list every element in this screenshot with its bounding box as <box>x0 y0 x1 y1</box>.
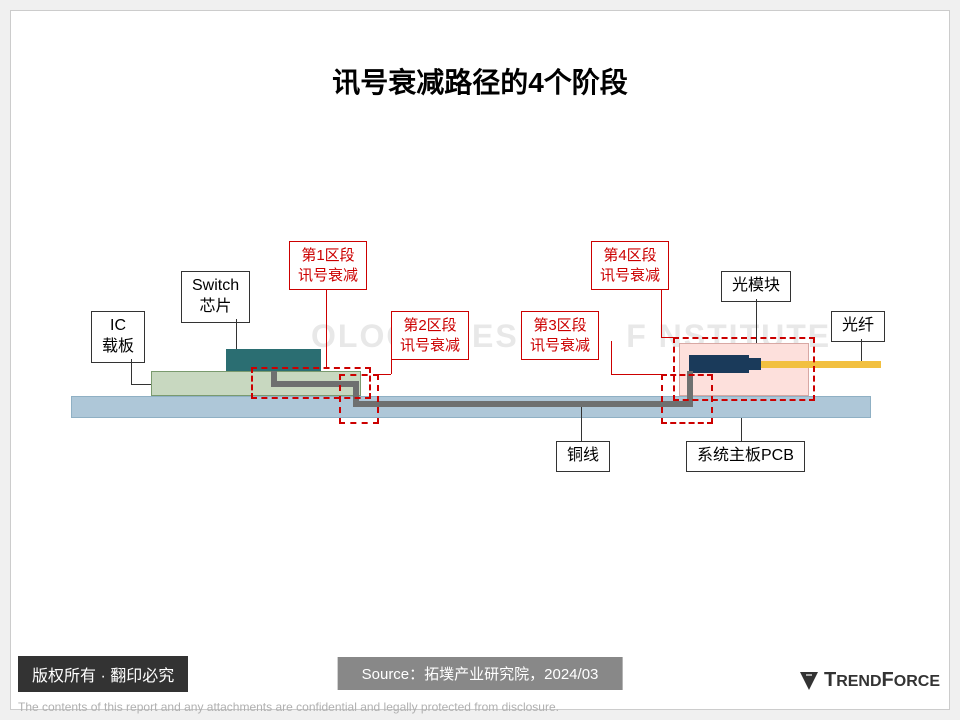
copper-label: 铜线 <box>556 441 610 472</box>
stage4-leader <box>661 289 662 337</box>
stage2-label: 第2区段 讯号衰减 <box>391 311 469 360</box>
stage1-leader <box>326 289 327 367</box>
signal-path-diagram: 第1区段 讯号衰减 第2区段 讯号衰减 第3区段 讯号衰减 第4区段 讯号衰减 … <box>71 241 891 501</box>
stage1-label: 第1区段 讯号衰减 <box>289 241 367 290</box>
fiber-leader <box>861 339 862 361</box>
switch-leader <box>236 319 237 349</box>
stage4-label: 第4区段 讯号衰减 <box>591 241 669 290</box>
copper-seg-h2 <box>353 401 693 407</box>
brand-name: TRENDFORCE <box>824 669 940 692</box>
brand-logo: TRENDFORCE <box>798 669 940 692</box>
page-title: 讯号衰减路径的4个阶段 <box>11 61 949 101</box>
source-citation: Source：拓墣产业研究院，2024/03 <box>338 657 623 690</box>
logo-mark-icon <box>798 670 820 692</box>
copyright-badge: 版权所有 · 翻印必究 <box>18 656 188 692</box>
optical-module-label: 光模块 <box>721 271 791 302</box>
switch-chip-label: Switch 芯片 <box>181 271 250 323</box>
slide-canvas: 讯号衰减路径的4个阶段 OLOGY RESEAR F NSTITUTE <box>10 10 950 710</box>
stage2-leader-h <box>379 374 391 375</box>
copper-leader <box>581 407 582 441</box>
fiber-label: 光纤 <box>831 311 885 342</box>
stage3-label: 第3区段 讯号衰减 <box>521 311 599 360</box>
ic-leader-h <box>131 384 151 385</box>
stage2-leader <box>391 341 392 374</box>
ic-leader <box>131 359 132 384</box>
stage4-highlight <box>673 337 815 401</box>
pcb-leader <box>741 418 742 441</box>
optmod-leader <box>756 299 757 343</box>
stage2-highlight <box>339 374 379 424</box>
stage3-leader <box>611 341 612 374</box>
disclaimer-text: The contents of this report and any atta… <box>18 700 559 714</box>
ic-substrate-label: IC 载板 <box>91 311 145 363</box>
stage3-leader-h <box>611 374 661 375</box>
pcb-label: 系统主板PCB <box>686 441 805 472</box>
stage4-leader-h <box>661 337 673 338</box>
